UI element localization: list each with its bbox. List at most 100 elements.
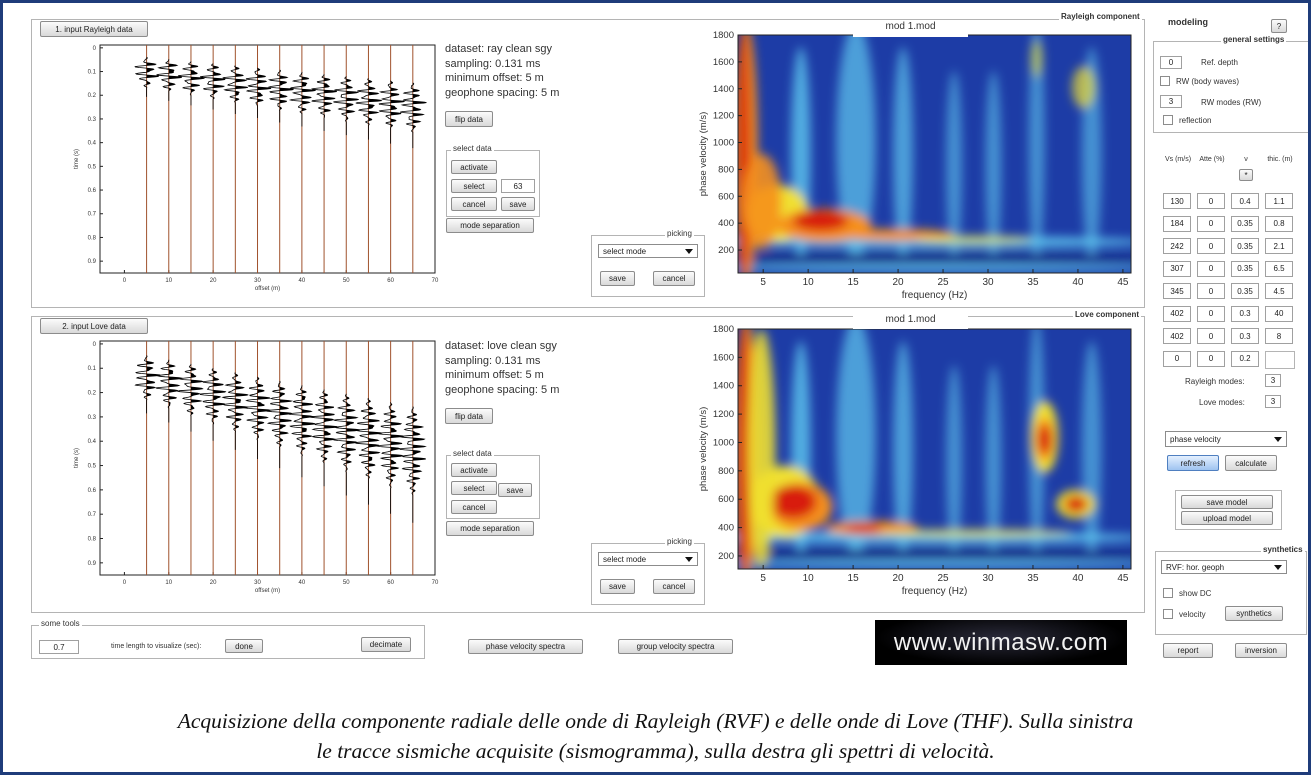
x-tick-label: 45 (1117, 573, 1129, 584)
table-cell[interactable]: 4.5 (1265, 283, 1293, 299)
velocity-dropdown[interactable]: phase velocity (1165, 431, 1287, 447)
synthetics-dropdown[interactable]: RVF: hor. geoph (1161, 560, 1287, 574)
inversion-button[interactable]: inversion (1235, 643, 1287, 658)
y-tick-label: 0.5 (88, 164, 97, 170)
mode-dropdown[interactable]: select mode (598, 244, 698, 258)
table-cell[interactable]: 242 (1163, 238, 1191, 254)
cancel-button[interactable]: cancel (451, 500, 497, 514)
trace-wiggle (245, 67, 272, 118)
ref-depth-field[interactable]: 0 (1160, 56, 1182, 69)
phase-spectra-button[interactable]: phase velocity spectra (468, 639, 583, 654)
y-tick-label: 600 (718, 494, 734, 505)
select-field[interactable]: 63 (501, 179, 535, 193)
table-cell[interactable]: 0.8 (1265, 215, 1293, 232)
table-cell[interactable]: 0.35 (1231, 215, 1259, 232)
done-button[interactable]: done (225, 639, 263, 653)
field-label: Ref. depth (1201, 58, 1238, 67)
x-tick-label: 30 (982, 573, 994, 584)
heatmap-blob (1030, 39, 1043, 78)
refresh-button[interactable]: refresh (1167, 455, 1219, 471)
mode-separation-button[interactable]: mode separation (446, 521, 534, 536)
app-window: 0 0.1 0.2 0.3 0.4 0.5 0.6 0.7 0.8 0.9 0 10 20 30 40 50 6… (3, 3, 1308, 675)
table-cell[interactable]: 130 (1163, 193, 1191, 209)
trace-wiggle (265, 380, 294, 469)
x-tick-label: 25 (937, 277, 949, 288)
upload-model-button[interactable]: upload model (1181, 511, 1273, 525)
table-cell[interactable]: 402 (1163, 328, 1191, 344)
modes-field[interactable]: 3 (1160, 95, 1182, 108)
table-cell[interactable]: 0 (1197, 238, 1225, 254)
table-cell[interactable]: 1.1 (1265, 193, 1293, 209)
report-button[interactable]: report (1163, 643, 1213, 658)
y-tick-label: 400 (718, 523, 734, 534)
table-cell[interactable]: 0.3 (1231, 328, 1259, 344)
checkbox[interactable] (1163, 588, 1173, 598)
mode-dropdown[interactable]: select mode (598, 552, 698, 566)
cancel-button[interactable]: cancel (451, 197, 497, 211)
table-cell[interactable]: 0 (1163, 350, 1191, 367)
checkbox-label: RW (body waves) (1176, 77, 1239, 86)
table-cell[interactable]: 0.4 (1231, 193, 1259, 209)
table-cell[interactable]: 0.35 (1231, 283, 1259, 299)
y-tick-label: 0.5 (88, 464, 97, 470)
calculate-button[interactable]: calculate (1225, 455, 1277, 471)
table-cell[interactable]: 40 (1265, 305, 1293, 322)
rayleigh-modes-field[interactable]: 3 (1265, 374, 1281, 387)
flip-data-button[interactable]: flip data (445, 408, 493, 424)
group-spectra-button[interactable]: group velocity spectra (618, 639, 733, 654)
x-axis-label: frequency (Hz) (902, 586, 968, 597)
table-cell[interactable]: 0 (1197, 305, 1225, 322)
flip-data-button[interactable]: flip data (445, 111, 493, 127)
save-button[interactable]: save (600, 271, 635, 286)
table-cell[interactable]: 0 (1197, 350, 1225, 367)
checkbox[interactable] (1160, 76, 1170, 86)
decimate-button[interactable]: decimate (361, 637, 411, 652)
activate-button[interactable]: activate (451, 463, 497, 477)
table-cell[interactable]: 0.35 (1231, 238, 1259, 254)
heatmap-blob (769, 485, 817, 519)
table-cell[interactable]: 2.1 (1265, 238, 1293, 254)
heatmap-blob (1028, 35, 1045, 262)
cancel-button[interactable]: cancel (653, 579, 695, 594)
heatmap-blob (741, 154, 782, 250)
table-cell[interactable]: 0.35 (1231, 260, 1259, 277)
select-button[interactable]: select (451, 481, 497, 495)
activate-button[interactable]: activate (451, 160, 497, 174)
table-cell[interactable]: 345 (1163, 283, 1191, 299)
help-button[interactable]: ? (1271, 19, 1287, 33)
checkbox[interactable] (1163, 115, 1173, 125)
checkbox[interactable] (1163, 609, 1173, 619)
table-cell[interactable]: 307 (1163, 260, 1191, 277)
table-cell[interactable]: 0 (1197, 215, 1225, 232)
save-button[interactable]: save (501, 197, 535, 211)
save-button[interactable]: save (498, 483, 532, 497)
table-cell[interactable]: 8 (1265, 328, 1293, 344)
synthetics-button[interactable]: synthetics (1225, 606, 1283, 621)
load-data-button[interactable]: 2. input Love data (40, 318, 148, 334)
mode-separation-button[interactable]: mode separation (446, 218, 534, 233)
heatmap-blob (893, 341, 913, 557)
table-cell[interactable]: 0 (1197, 260, 1225, 277)
table-cell[interactable]: 402 (1163, 305, 1191, 322)
table-header-button[interactable]: * (1239, 169, 1253, 181)
save-button[interactable]: save (600, 579, 635, 594)
table-cell[interactable]: 6.5 (1265, 260, 1293, 277)
save-model-button[interactable]: save model (1181, 495, 1273, 509)
logo: www.winmasw.com (875, 620, 1127, 665)
table-cell[interactable]: 0.2 (1231, 350, 1259, 367)
table-cell[interactable]: 0 (1197, 283, 1225, 299)
love-modes-field[interactable]: 3 (1265, 395, 1281, 408)
y-tick-label: 200 (718, 245, 734, 256)
load-data-button[interactable]: 1. input Rayleigh data (40, 21, 148, 37)
modes-label: Rayleigh modes: (1185, 377, 1245, 386)
x-tick-label: 15 (848, 277, 860, 288)
heatmap-blob (738, 559, 1131, 569)
select-button[interactable]: select (451, 179, 497, 193)
cancel-button[interactable]: cancel (653, 271, 695, 286)
table-cell[interactable]: 0.3 (1231, 305, 1259, 322)
table-cell[interactable]: 0 (1197, 328, 1225, 344)
y-tick-label: 800 (718, 164, 734, 175)
time-field[interactable]: 0.7 (39, 640, 79, 654)
table-cell[interactable]: 0 (1197, 193, 1225, 209)
table-cell[interactable]: 184 (1163, 215, 1191, 232)
